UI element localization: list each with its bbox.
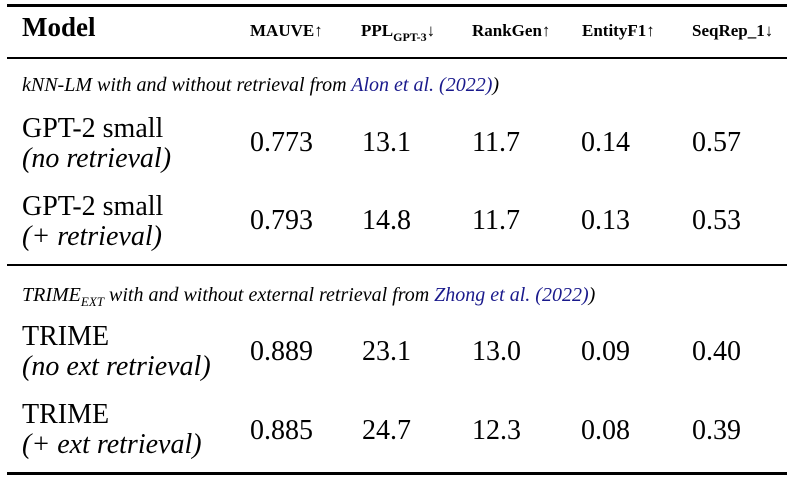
cell-mauve: 0.885 — [250, 415, 313, 446]
section-rule — [7, 264, 787, 266]
header-rule — [7, 57, 787, 59]
table-row: TRIME (+ ext retrieval) — [22, 400, 202, 460]
model-name: TRIME — [22, 399, 110, 430]
header-entityf1: EntityF1↑ — [582, 21, 655, 40]
header-mauve: MAUVE↑ — [250, 21, 323, 40]
citation-link[interactable]: Zhong et al. (2022) — [434, 284, 589, 306]
cell-mauve: 0.793 — [250, 205, 313, 236]
model-variant: (+ retrieval) — [22, 221, 162, 252]
section-caption: TRIMEEXT with and without external retri… — [22, 284, 596, 309]
cell-seqrep: 0.40 — [692, 336, 741, 367]
cell-entityf1: 0.09 — [581, 336, 630, 367]
cell-rankgen: 13.0 — [472, 336, 521, 367]
cell-entityf1: 0.08 — [581, 415, 630, 446]
cell-ppl: 13.1 — [362, 127, 411, 158]
section-caption: kNN-LM with and without retrieval from A… — [22, 74, 500, 96]
cell-rankgen: 11.7 — [472, 205, 520, 236]
model-name: GPT-2 small — [22, 191, 164, 222]
header-seqrep: SeqRep_1↓ — [692, 21, 774, 40]
model-variant: (+ ext retrieval) — [22, 429, 202, 460]
model-name: TRIME — [22, 321, 110, 352]
header-ppl-sub: GPT-3 — [393, 30, 427, 44]
section-caption-text: TRIME — [22, 284, 81, 306]
cell-ppl: 24.7 — [362, 415, 411, 446]
cell-seqrep: 0.57 — [692, 127, 741, 158]
cell-seqrep: 0.39 — [692, 415, 741, 446]
table-row: TRIME (no ext retrieval) — [22, 322, 211, 382]
header-ppl-main: PPL — [361, 21, 394, 40]
cell-seqrep: 0.53 — [692, 205, 741, 236]
cell-entityf1: 0.14 — [581, 127, 630, 158]
header-rankgen: RankGen↑ — [472, 21, 551, 40]
section-caption-text: kNN-LM with and without retrieval from — [22, 74, 352, 96]
cell-rankgen: 12.3 — [472, 415, 521, 446]
section-caption-sub: EXT — [80, 294, 105, 309]
model-name: GPT-2 small — [22, 113, 164, 144]
cell-ppl: 14.8 — [362, 205, 411, 236]
cell-mauve: 0.889 — [250, 336, 313, 367]
table-row: GPT-2 small (no retrieval) — [22, 114, 171, 174]
cell-rankgen: 11.7 — [472, 127, 520, 158]
bottom-rule — [7, 472, 787, 475]
header-ppl-arrow: ↓ — [426, 21, 436, 40]
section-caption-rest: with and without external retrieval from — [104, 284, 435, 306]
cell-mauve: 0.773 — [250, 127, 313, 158]
top-rule — [7, 4, 787, 7]
model-variant: (no ext retrieval) — [22, 351, 211, 382]
citation-link[interactable]: Alon et al. (2022) — [351, 74, 493, 96]
table-row: GPT-2 small (+ retrieval) — [22, 192, 163, 252]
header-model: Model — [22, 12, 96, 42]
cell-entityf1: 0.13 — [581, 205, 630, 236]
model-variant: (no retrieval) — [22, 143, 172, 174]
cell-ppl: 23.1 — [362, 336, 411, 367]
header-ppl: PPLGPT-3↓ — [361, 21, 436, 44]
